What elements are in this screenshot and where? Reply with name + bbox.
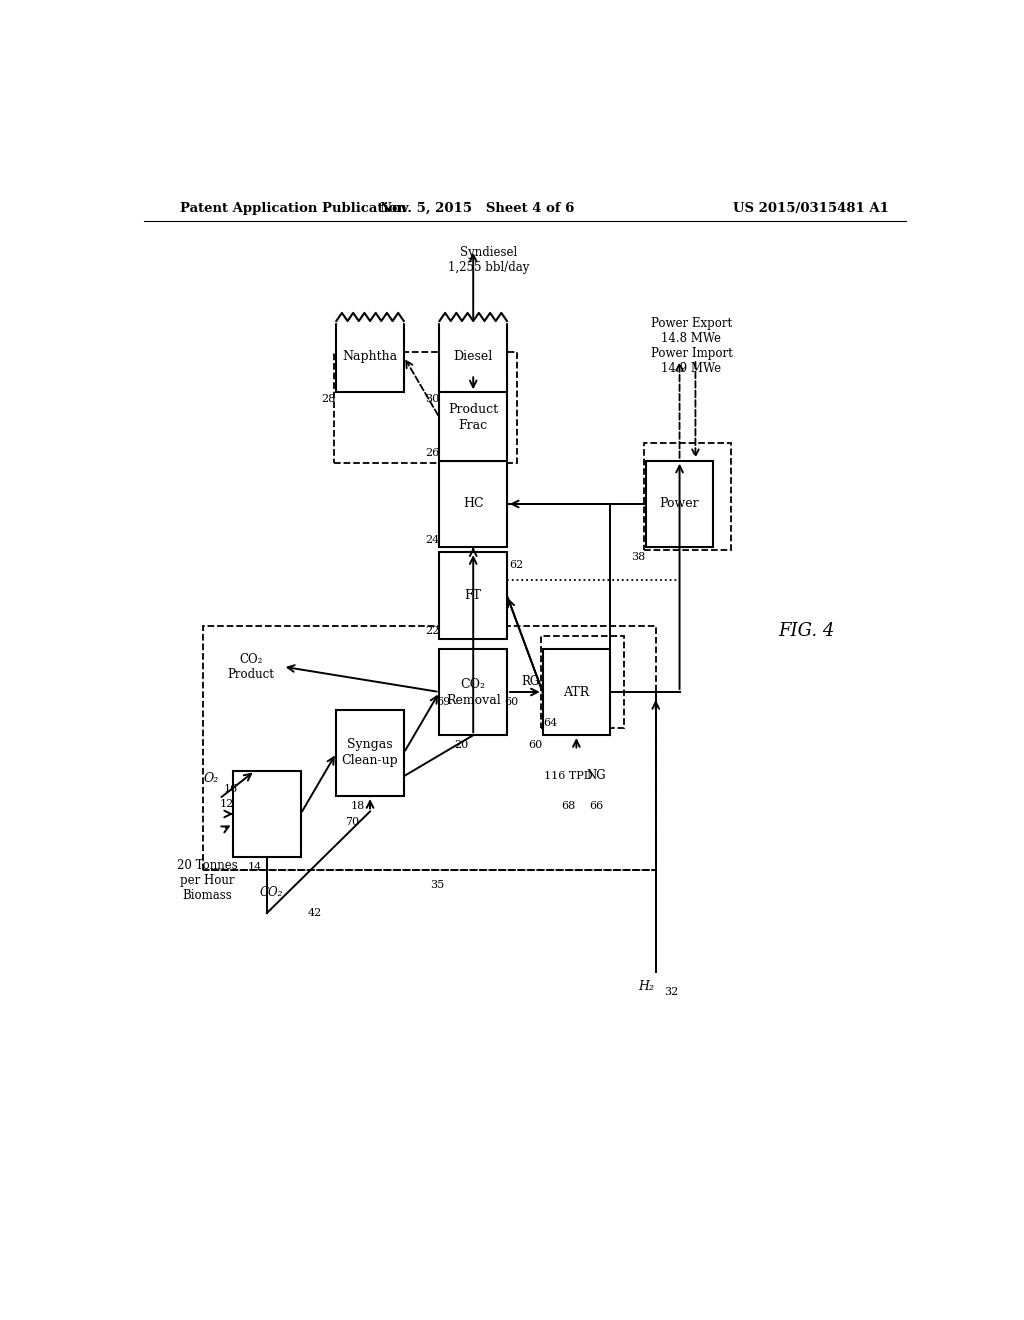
FancyBboxPatch shape <box>543 649 610 735</box>
Text: 16: 16 <box>224 784 239 793</box>
Text: 32: 32 <box>665 987 679 997</box>
Text: 42: 42 <box>307 908 322 919</box>
Text: CO₂
Product: CO₂ Product <box>227 652 274 681</box>
Text: 12: 12 <box>220 799 234 809</box>
Text: 18: 18 <box>351 801 366 810</box>
Text: Syndiesel
1,255 bbl/day: Syndiesel 1,255 bbl/day <box>449 246 529 275</box>
Text: 66: 66 <box>589 801 603 812</box>
FancyBboxPatch shape <box>439 375 507 461</box>
FancyBboxPatch shape <box>439 321 507 392</box>
Text: 68: 68 <box>561 801 575 812</box>
Text: 116 TPD: 116 TPD <box>544 771 593 781</box>
Text: Power Export
14.8 MWe
Power Import
14.9 MWe: Power Export 14.8 MWe Power Import 14.9 … <box>650 317 732 375</box>
Text: Naphtha: Naphtha <box>342 350 397 363</box>
Text: 60: 60 <box>504 697 518 708</box>
Text: US 2015/0315481 A1: US 2015/0315481 A1 <box>732 202 889 215</box>
Text: 20: 20 <box>455 741 468 750</box>
Text: 70: 70 <box>345 817 359 826</box>
Text: Patent Application Publication: Patent Application Publication <box>179 202 407 215</box>
Text: 60: 60 <box>528 741 543 750</box>
Text: NG: NG <box>587 770 606 783</box>
Text: 14: 14 <box>248 862 262 871</box>
Text: 22: 22 <box>425 626 439 636</box>
Text: FIG. 4: FIG. 4 <box>778 622 835 640</box>
FancyBboxPatch shape <box>439 461 507 548</box>
Text: Syngas
Clean-up: Syngas Clean-up <box>342 738 398 767</box>
Text: 62: 62 <box>509 560 523 570</box>
FancyBboxPatch shape <box>336 321 403 392</box>
Text: FT: FT <box>465 589 481 602</box>
Text: 20 Tonnes
per Hour
Biomass: 20 Tonnes per Hour Biomass <box>177 858 238 902</box>
Text: 28: 28 <box>322 395 336 404</box>
FancyBboxPatch shape <box>336 710 403 796</box>
Text: CO₂: CO₂ <box>259 886 283 899</box>
Text: Diesel: Diesel <box>454 350 493 363</box>
Text: CO₂
Removal: CO₂ Removal <box>445 677 501 706</box>
FancyBboxPatch shape <box>233 771 301 857</box>
Text: O₂: O₂ <box>204 772 219 785</box>
Text: 64: 64 <box>544 718 558 727</box>
Text: Nov. 5, 2015   Sheet 4 of 6: Nov. 5, 2015 Sheet 4 of 6 <box>380 202 574 215</box>
Text: 30: 30 <box>425 395 439 404</box>
FancyBboxPatch shape <box>439 552 507 639</box>
FancyBboxPatch shape <box>439 649 507 735</box>
Text: ATR: ATR <box>563 685 590 698</box>
Text: 24: 24 <box>425 535 439 545</box>
Text: RG: RG <box>521 676 540 688</box>
Text: Power: Power <box>659 498 699 511</box>
Text: 35: 35 <box>430 880 444 890</box>
Text: 26: 26 <box>425 449 439 458</box>
FancyBboxPatch shape <box>646 461 714 548</box>
Text: 38: 38 <box>631 552 645 562</box>
Text: 69: 69 <box>436 697 451 708</box>
Text: H₂: H₂ <box>638 981 654 993</box>
Text: Product
Frac: Product Frac <box>449 403 499 432</box>
Text: HC: HC <box>463 498 483 511</box>
